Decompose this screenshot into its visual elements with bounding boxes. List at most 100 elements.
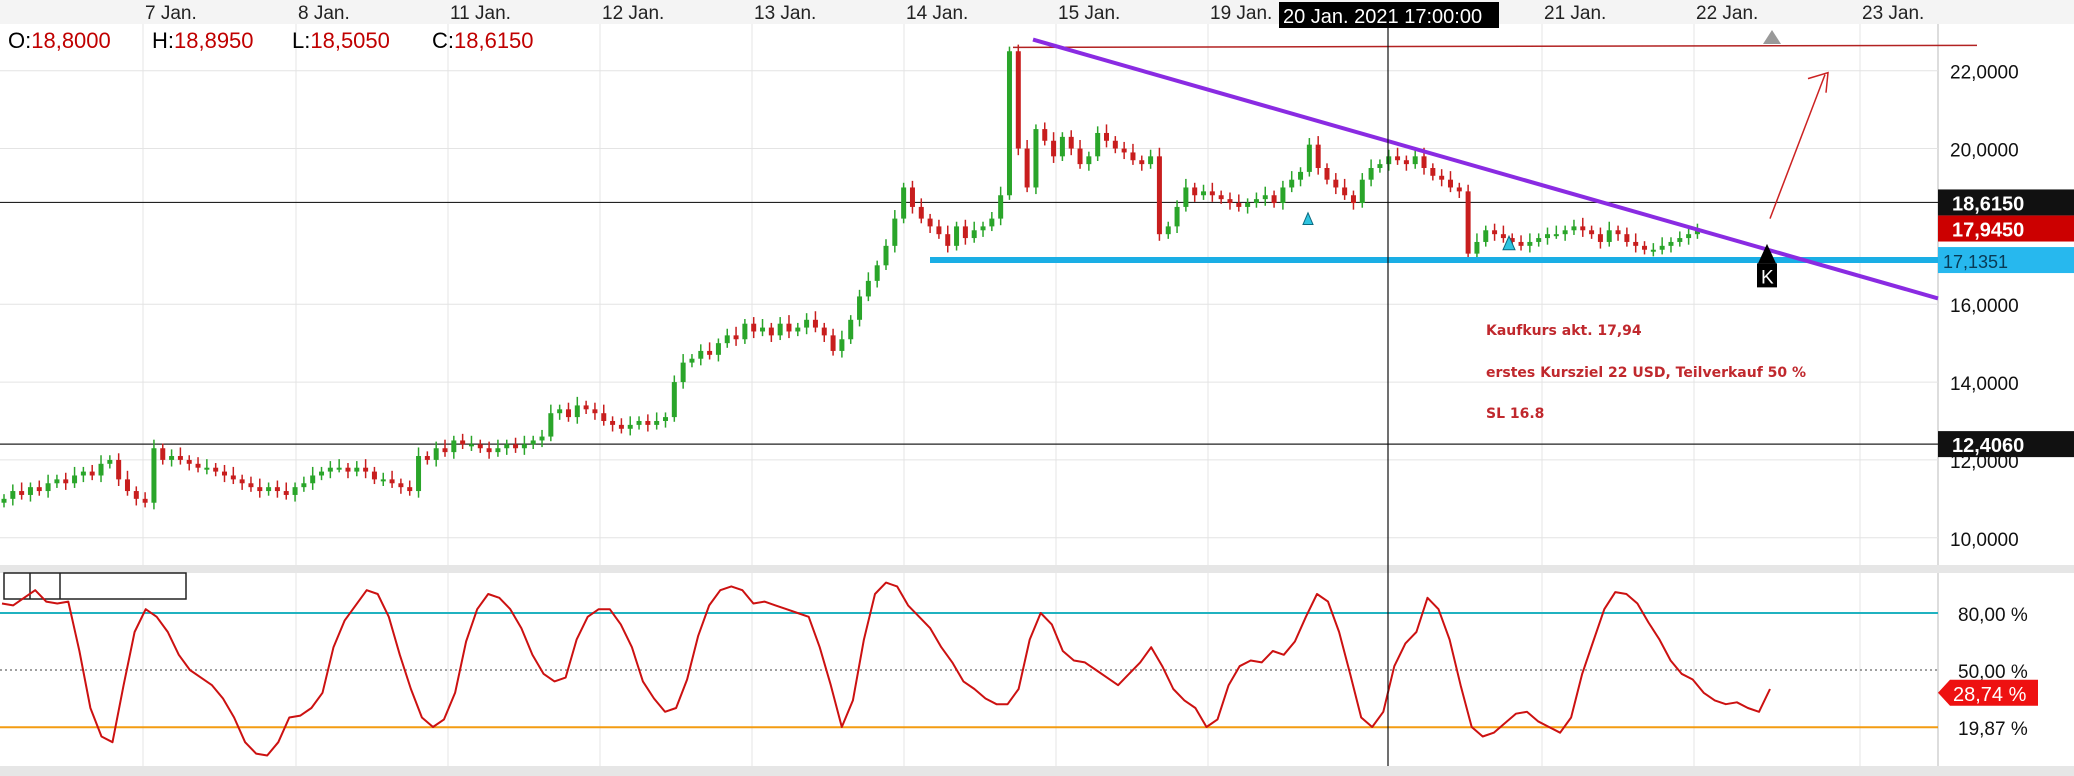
candle-body[interactable] <box>1615 230 1621 235</box>
candle-body[interactable] <box>1095 132 1101 157</box>
candle-body[interactable] <box>1527 241 1533 246</box>
candle-body[interactable] <box>1483 230 1489 242</box>
candle-body[interactable] <box>521 444 527 449</box>
candle-body[interactable] <box>504 444 510 449</box>
candle-body[interactable] <box>230 475 236 480</box>
candle-body[interactable] <box>1165 226 1171 235</box>
candle-body[interactable] <box>345 467 351 472</box>
candle-body[interactable] <box>724 335 730 344</box>
candle-body[interactable] <box>1077 148 1083 165</box>
candle-body[interactable] <box>1642 245 1648 250</box>
candle-body[interactable] <box>98 463 104 476</box>
candle-body[interactable] <box>151 448 157 503</box>
candle-body[interactable] <box>715 343 721 355</box>
candle-body[interactable] <box>495 448 501 453</box>
candle-body[interactable] <box>292 487 298 495</box>
stochastic-pane[interactable]: 80,00 % 50,00 % 19,87 % 28,74 % <box>0 572 2038 757</box>
candle-body[interactable] <box>980 226 986 231</box>
candle-body[interactable] <box>107 459 113 464</box>
candle-body[interactable] <box>962 226 968 239</box>
candle-body[interactable] <box>1359 179 1365 204</box>
candle-body[interactable] <box>1033 129 1039 188</box>
candle-body[interactable] <box>1042 129 1048 141</box>
candle-body[interactable] <box>186 459 192 464</box>
candle-body[interactable] <box>1306 144 1312 172</box>
candle-body[interactable] <box>1509 238 1515 242</box>
candle-body[interactable] <box>1236 203 1242 207</box>
candle-body[interactable] <box>1536 238 1542 242</box>
candle-body[interactable] <box>830 335 836 351</box>
candle-body[interactable] <box>433 448 439 460</box>
candle-body[interactable] <box>1350 195 1356 204</box>
candle-body[interactable] <box>618 424 624 429</box>
candle-body[interactable] <box>583 405 589 410</box>
candle-body[interactable] <box>177 456 183 460</box>
candle-body[interactable] <box>874 265 880 281</box>
candle-body[interactable] <box>945 234 951 246</box>
candle-body[interactable] <box>1518 241 1524 246</box>
candle-body[interactable] <box>1271 195 1277 204</box>
candle-body[interactable] <box>116 459 122 480</box>
candle-body[interactable] <box>1456 187 1462 192</box>
candle-body[interactable] <box>1439 175 1445 180</box>
candle-body[interactable] <box>27 487 33 495</box>
candle-body[interactable] <box>733 335 739 340</box>
candle-body[interactable] <box>1580 226 1586 231</box>
candle-body[interactable] <box>1059 136 1065 157</box>
candle-body[interactable] <box>627 424 633 429</box>
candle-body[interactable] <box>54 479 60 484</box>
candle-body[interactable] <box>195 463 201 468</box>
candle-body[interactable] <box>1130 152 1136 161</box>
candle-body[interactable] <box>1686 234 1692 239</box>
candle-body[interactable] <box>565 409 571 418</box>
candle-body[interactable] <box>1589 230 1595 235</box>
candle-body[interactable] <box>283 491 289 495</box>
candle-body[interactable] <box>1395 156 1401 161</box>
candle-body[interactable] <box>901 187 907 219</box>
candle-body[interactable] <box>1492 230 1498 235</box>
candle-body[interactable] <box>239 479 245 484</box>
candle-body[interactable] <box>442 448 448 453</box>
candle-body[interactable] <box>918 206 924 219</box>
candle-body[interactable] <box>530 440 536 445</box>
candle-body[interactable] <box>1280 187 1286 204</box>
candle-body[interactable] <box>768 327 774 336</box>
candle-body[interactable] <box>680 362 686 383</box>
candle-body[interactable] <box>1068 136 1074 149</box>
candle-body[interactable] <box>513 444 519 449</box>
candle-body[interactable] <box>989 218 995 227</box>
candle-body[interactable] <box>1192 187 1198 196</box>
candle-body[interactable] <box>954 226 960 246</box>
candle-body[interactable] <box>848 319 854 340</box>
candle-body[interactable] <box>1430 168 1436 176</box>
candle-body[interactable] <box>1333 179 1339 188</box>
candle-body[interactable] <box>380 479 386 482</box>
candle-body[interactable] <box>142 498 148 503</box>
candle-body[interactable] <box>451 440 457 453</box>
candle-body[interactable] <box>204 467 210 470</box>
candle-body[interactable] <box>1324 168 1330 180</box>
candle-body[interactable] <box>751 323 757 332</box>
candle-body[interactable] <box>1183 187 1189 207</box>
stochastic-line[interactable] <box>1 581 1771 757</box>
candle-body[interactable] <box>1262 195 1268 200</box>
candle-body[interactable] <box>1377 164 1383 169</box>
candle-body[interactable] <box>222 471 227 476</box>
candle-body[interactable] <box>601 413 607 421</box>
candle-body[interactable] <box>777 323 783 336</box>
candle-body[interactable] <box>1051 140 1057 157</box>
candle-body[interactable] <box>1227 199 1233 204</box>
candle-body[interactable] <box>336 467 342 470</box>
candle-body[interactable] <box>1245 203 1251 207</box>
candle-body[interactable] <box>354 467 360 472</box>
candle-body[interactable] <box>1624 234 1630 242</box>
candle-body[interactable] <box>248 483 254 488</box>
candle-body[interactable] <box>407 487 413 492</box>
candle-body[interactable] <box>1315 144 1321 169</box>
candle-body[interactable] <box>1201 191 1207 196</box>
candle-body[interactable] <box>169 456 175 460</box>
candle-body[interactable] <box>574 405 580 418</box>
candle-body[interactable] <box>1668 241 1674 246</box>
candle-body[interactable] <box>460 440 466 445</box>
candle-body[interactable] <box>795 327 801 332</box>
